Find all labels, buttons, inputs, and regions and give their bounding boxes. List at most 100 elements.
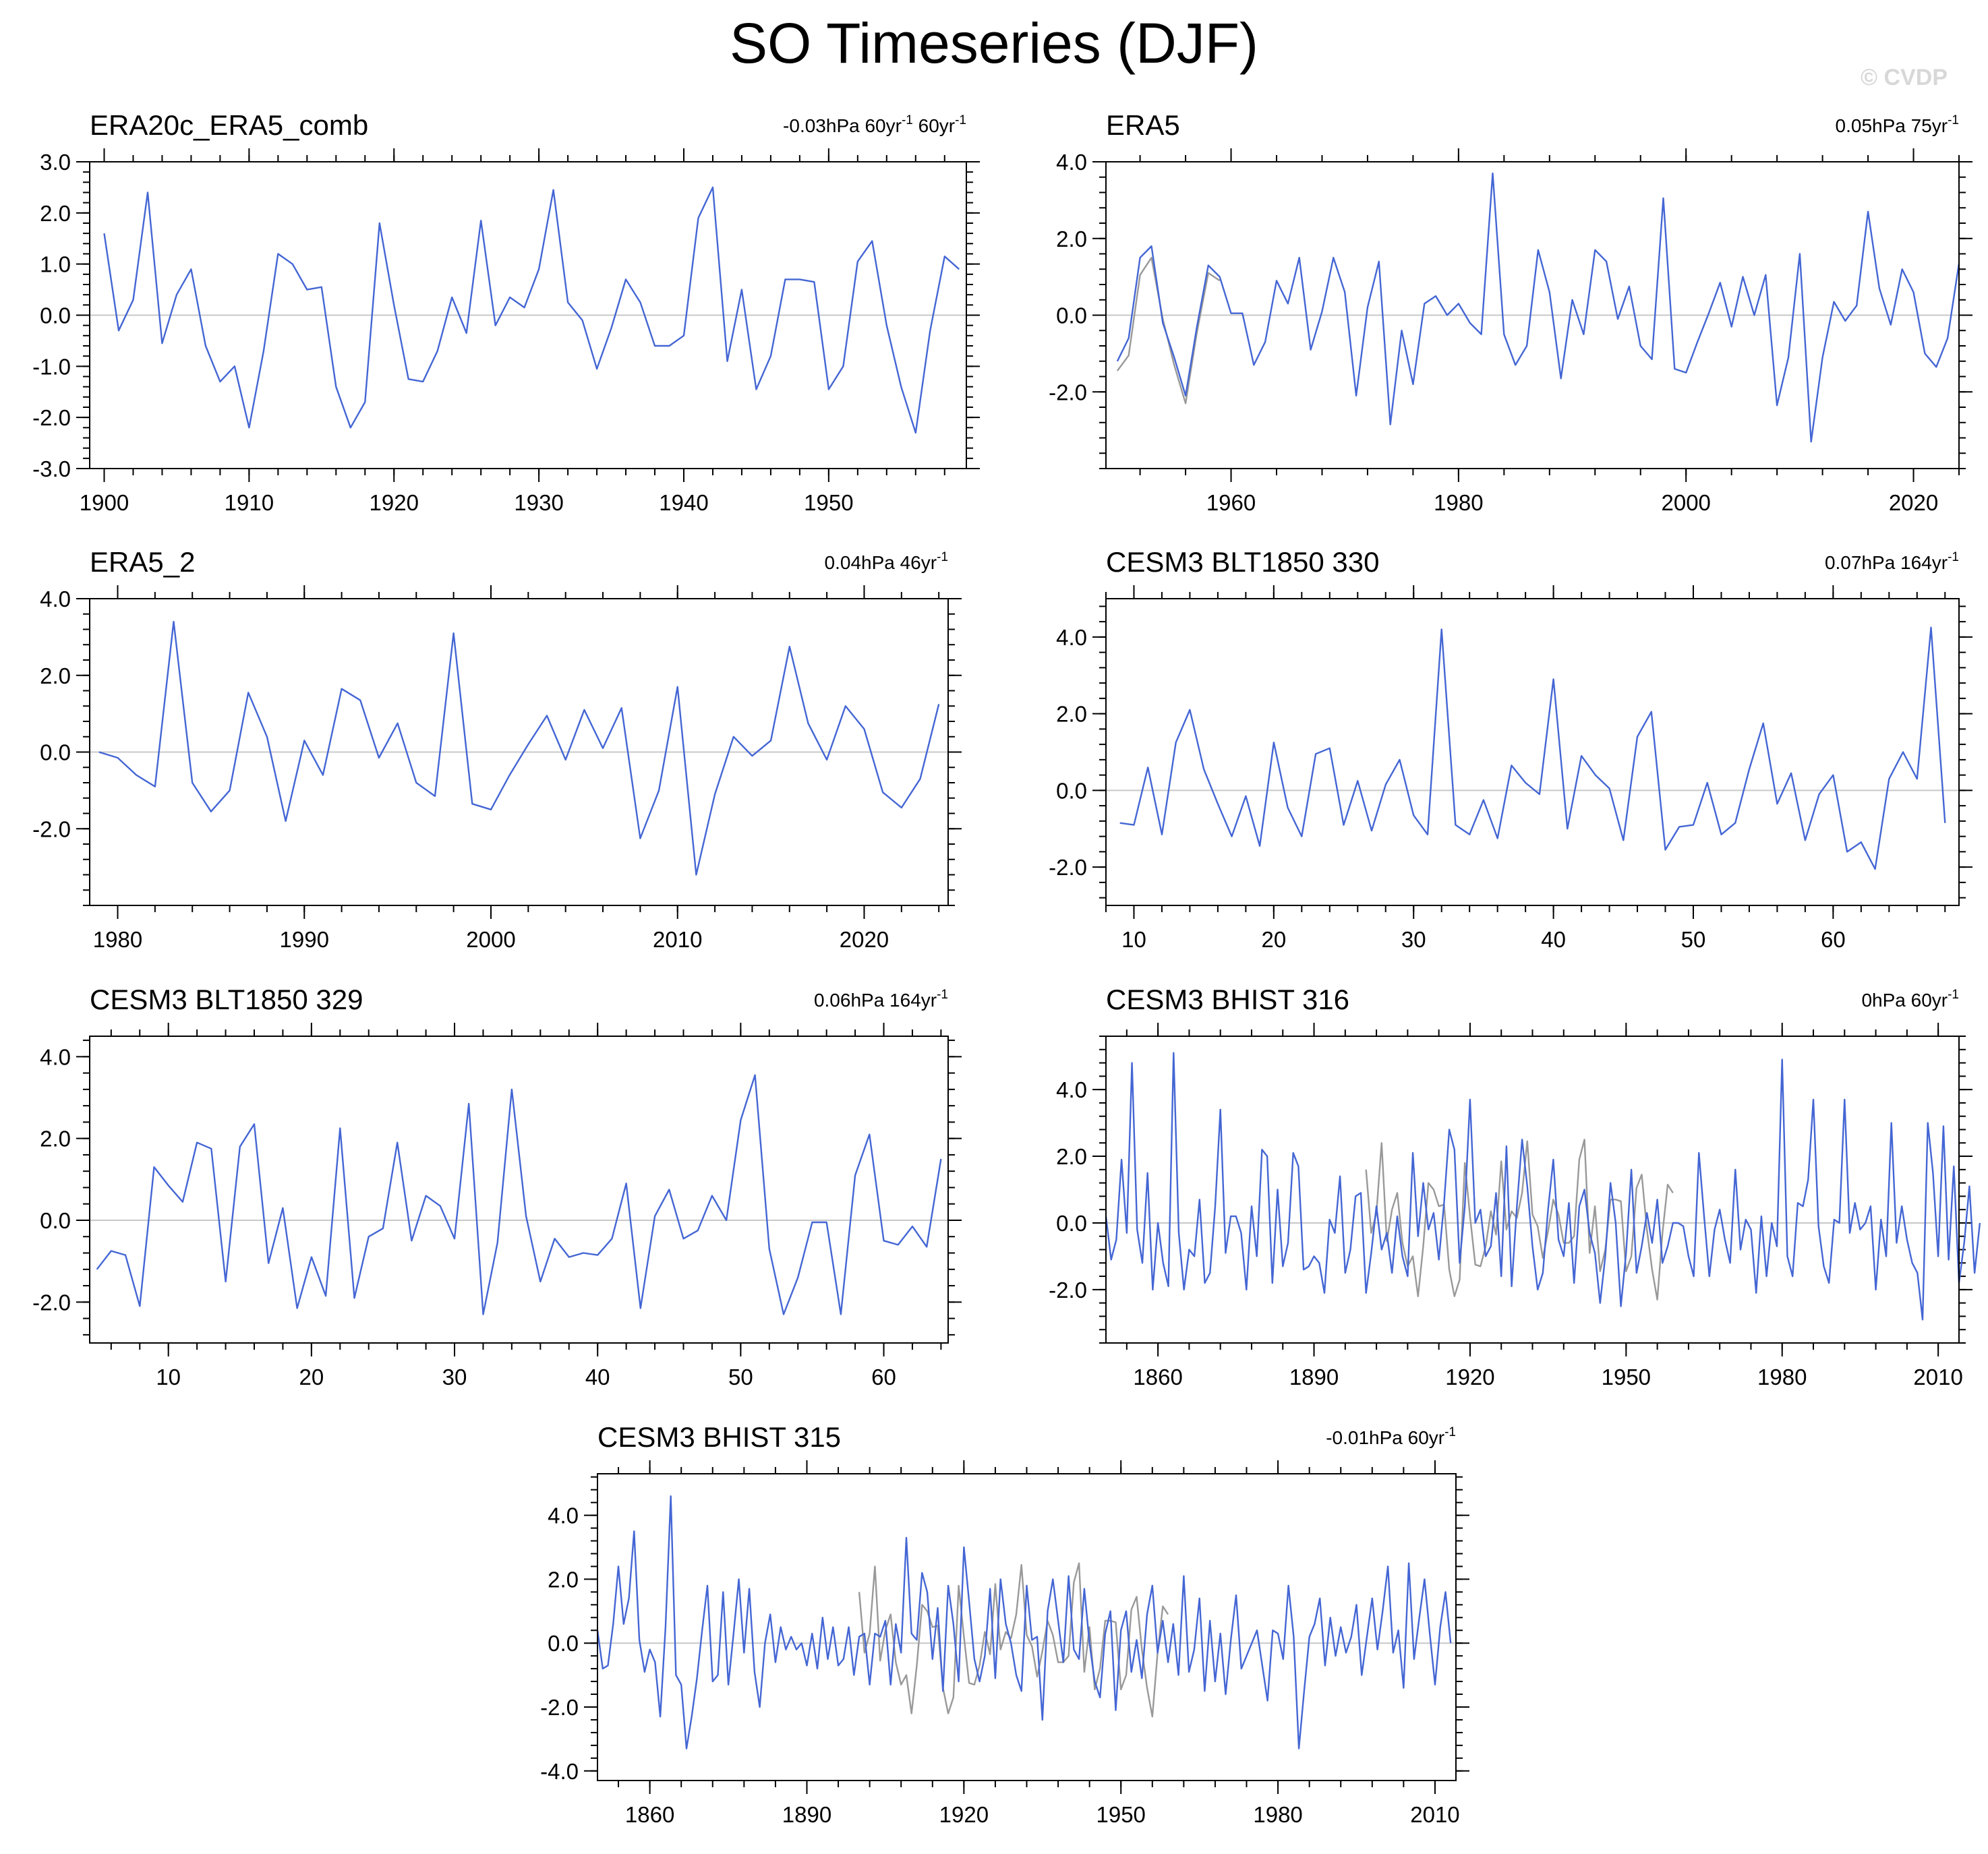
- plot-frame: [1105, 161, 1960, 469]
- y-tick-label: 4.0: [1056, 1077, 1087, 1102]
- y-tick-label: 0.0: [1056, 778, 1087, 803]
- plot-frame: [89, 161, 967, 469]
- y-tick-label: 4.0: [1056, 150, 1087, 175]
- y-tick-label: -3.0: [32, 456, 71, 481]
- figure-title: SO Timeseries (DJF): [729, 11, 1259, 75]
- series-line-1: [1365, 1139, 1674, 1300]
- panel-title: ERA5_2: [90, 546, 195, 578]
- plot-frame: [1105, 1036, 1960, 1344]
- x-tick-label: 1980: [1757, 1365, 1807, 1389]
- y-tick-label: 0.0: [40, 303, 71, 328]
- x-tick-label: 1980: [93, 927, 142, 952]
- panel-7: -4.0 -2.0 0.0 2.0 4.0 1860 1890 1920 1950 1980 201…: [540, 1421, 1469, 1827]
- x-tick-label: 1860: [625, 1802, 674, 1827]
- y-tick-label: -2.0: [1049, 380, 1087, 405]
- x-tick-label: 30: [442, 1365, 467, 1389]
- y-tick-label: 2.0: [548, 1567, 579, 1592]
- x-tick-label: 2020: [1889, 490, 1938, 515]
- panel-2: -2.0 0.0 2.0 4.0 1960 1980 2000 2020 ERA5 0.05hPa…: [1049, 109, 1972, 515]
- x-tick-label: 50: [728, 1365, 753, 1389]
- panel-trend-text: -0.01hPa 60yr-1: [1326, 1425, 1456, 1448]
- x-tick-label: 2000: [466, 927, 515, 952]
- y-tick-label: 2.0: [1056, 1144, 1087, 1169]
- y-tick-label: -2.0: [32, 1290, 71, 1315]
- y-tick-label: 2.0: [40, 663, 71, 688]
- x-tick-label: 1910: [225, 490, 274, 515]
- x-tick-label: 10: [156, 1365, 181, 1389]
- panel-5: -2.0 0.0 2.0 4.0 10 20 30 40 50 60 CESM3 BLT1850 3…: [32, 984, 962, 1389]
- x-tick-label: 60: [1821, 927, 1846, 952]
- x-tick-label: 1920: [370, 490, 419, 515]
- y-tick-label: 2.0: [1056, 227, 1087, 251]
- x-tick-label: 1980: [1253, 1802, 1302, 1827]
- series-line-1: [98, 620, 940, 876]
- panel-title: ERA20c_ERA5_comb: [90, 109, 368, 141]
- x-tick-label: 20: [1261, 927, 1286, 952]
- panel-trend-text: 0.04hPa 46yr-1: [825, 550, 948, 573]
- y-tick-label: -2.0: [1049, 855, 1087, 880]
- series-line-1: [1119, 626, 1946, 870]
- panel-6: -2.0 0.0 2.0 4.0 1860 1890 1920 1950 1980 2010 CES…: [1049, 984, 1981, 1389]
- y-tick-label: 4.0: [548, 1503, 579, 1528]
- x-tick-label: 1890: [1289, 1365, 1339, 1389]
- plot-frame: [597, 1473, 1457, 1781]
- series-line-2: [1116, 172, 1960, 443]
- y-tick-label: 2.0: [40, 201, 71, 226]
- panel-3: -2.0 0.0 2.0 4.0 1980 1990 2000 2010 2020 ERA5_2 0…: [32, 546, 962, 952]
- y-tick-label: 4.0: [40, 587, 71, 611]
- y-tick-label: 0.0: [548, 1631, 579, 1656]
- y-tick-label: -2.0: [32, 816, 71, 841]
- x-tick-label: 2010: [1913, 1365, 1962, 1389]
- x-tick-label: 1890: [782, 1802, 831, 1827]
- panel-trend-text: 0hPa 60yr-1: [1861, 988, 1959, 1011]
- series-line-1: [96, 1074, 942, 1315]
- x-tick-label: 60: [871, 1365, 896, 1389]
- panel-title: CESM3 BLT1850 330: [1106, 546, 1379, 578]
- panel-title: ERA5: [1106, 109, 1180, 141]
- y-tick-label: -2.0: [32, 405, 71, 430]
- x-tick-label: 2000: [1661, 490, 1710, 515]
- x-tick-label: 2010: [1410, 1802, 1459, 1827]
- panel-trend-text: -0.03hPa 60yr-1 60yr-1: [783, 113, 966, 136]
- panel-trend-text: 0.06hPa 164yr-1: [814, 988, 948, 1011]
- x-tick-label: 40: [1541, 927, 1566, 952]
- series-line-1: [1116, 257, 1221, 405]
- x-tick-label: 1950: [804, 490, 853, 515]
- y-tick-label: 2.0: [40, 1127, 71, 1152]
- plot-frame: [89, 1036, 949, 1344]
- x-tick-label: 10: [1121, 927, 1146, 952]
- series-line-1: [103, 186, 960, 434]
- y-tick-label: -2.0: [540, 1695, 579, 1720]
- x-tick-label: 1960: [1206, 490, 1256, 515]
- panel-title: CESM3 BLT1850 329: [90, 984, 363, 1015]
- series-line-2: [596, 1495, 1452, 1750]
- plot-frame: [1105, 598, 1960, 906]
- y-tick-label: 0.0: [1056, 1211, 1087, 1236]
- y-tick-label: -4.0: [540, 1759, 579, 1784]
- x-tick-label: 2010: [653, 927, 702, 952]
- y-tick-label: -1.0: [32, 354, 71, 379]
- y-tick-label: 2.0: [1056, 702, 1087, 727]
- x-tick-label: 1980: [1434, 490, 1483, 515]
- series-line-2: [1105, 1052, 1981, 1321]
- panel-trend-text: 0.05hPa 75yr-1: [1836, 113, 1959, 136]
- y-tick-label: 1.0: [40, 252, 71, 277]
- panel-trend-text: 0.07hPa 164yr-1: [1825, 550, 1959, 573]
- x-tick-label: 1950: [1097, 1802, 1146, 1827]
- panel-title: CESM3 BHIST 316: [1106, 984, 1349, 1015]
- series-line-1: [858, 1562, 1169, 1718]
- panel-1: -3.0 -2.0 -1.0 0.0 1.0 2.0 3.0 1900 1910 1920 1930…: [32, 109, 980, 515]
- panel-4: -2.0 0.0 2.0 4.0 10 20 30 40 50 60 CESM3 BLT1850 3…: [1049, 546, 1972, 952]
- y-tick-label: 4.0: [1056, 625, 1087, 650]
- x-tick-label: 40: [585, 1365, 610, 1389]
- y-tick-label: 0.0: [40, 740, 71, 765]
- x-tick-label: 1860: [1133, 1365, 1182, 1389]
- x-tick-label: 1930: [514, 490, 563, 515]
- x-tick-label: 1920: [939, 1802, 989, 1827]
- panel-title: CESM3 BHIST 315: [597, 1421, 841, 1453]
- x-tick-label: 1940: [659, 490, 708, 515]
- x-tick-label: 1990: [280, 927, 329, 952]
- y-tick-label: -2.0: [1049, 1278, 1087, 1303]
- x-tick-label: 2020: [840, 927, 889, 952]
